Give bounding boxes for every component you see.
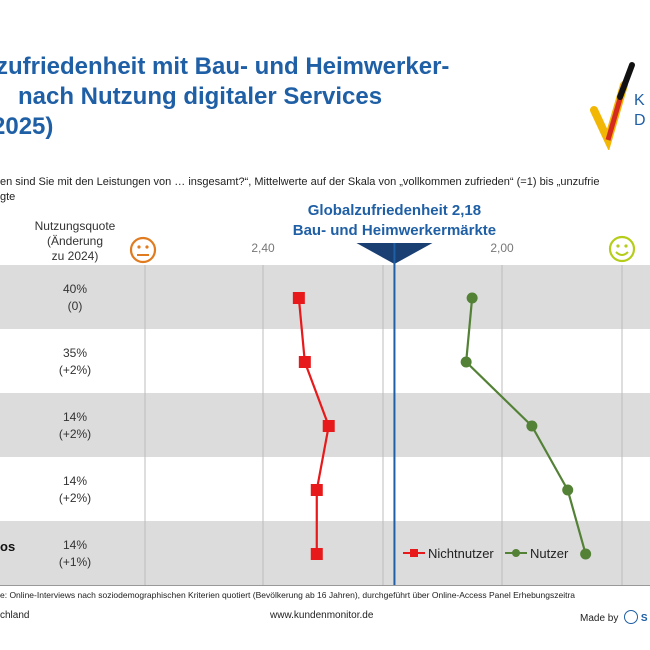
kundenmonitor-logo: K D [590, 55, 650, 152]
row-quota: 14% [63, 538, 87, 552]
data-point-nutzer [580, 548, 592, 560]
neutral-face-icon [129, 236, 157, 264]
quota-header-line: Nutzungsquote [35, 219, 116, 233]
footer-url: www.kundenmonitor.de [270, 610, 374, 621]
brand-letter: S [640, 613, 648, 624]
data-point-nichtnutzer [292, 292, 305, 304]
data-point-nutzer [562, 484, 574, 496]
logo-letter-k: K [634, 92, 645, 109]
made-by-label: Made by [580, 613, 619, 624]
footer-made-by: Made by S [580, 610, 648, 624]
data-point-nutzer [460, 356, 472, 368]
data-point-nichtnutzer [298, 356, 311, 368]
logo-letter-d: D [634, 112, 646, 129]
question-line-1: en sind Sie mit den Leistungen von … ins… [0, 176, 600, 188]
row-label: os [0, 539, 15, 554]
row-change: (0) [68, 299, 83, 313]
x-tick-label: 2,00 [490, 241, 514, 255]
row-quota: 40% [63, 282, 87, 296]
legend-marker [410, 549, 418, 557]
title-line-3: 2025) [0, 113, 54, 140]
data-point-nutzer [466, 292, 478, 304]
data-point-nutzer [526, 420, 538, 432]
legend-marker [512, 549, 520, 557]
question-line-2: gte [0, 191, 16, 203]
x-tick-label: 2,40 [251, 241, 275, 255]
data-point-nichtnutzer [310, 548, 323, 560]
title-line-2: nach Nutzung digitaler Services [18, 83, 383, 110]
title-line-1: zufriedenheit mit Bau- und Heimwerker- [0, 53, 450, 80]
footer-left: chland [0, 610, 30, 621]
row-band [0, 521, 650, 585]
happy-face-icon [608, 235, 636, 263]
row-change: (+2%) [59, 427, 91, 441]
global-label-line-1: Globalzufriedenheit 2,18 [308, 202, 481, 219]
row-band [0, 265, 650, 329]
data-point-nichtnutzer [310, 484, 323, 496]
row-change: (+1%) [59, 555, 91, 569]
row-change: (+2%) [59, 363, 91, 377]
footer-method: e: Online-Interviews nach soziodemograph… [0, 590, 576, 600]
legend-label: Nichtnutzer [428, 546, 494, 561]
row-quota: 14% [63, 474, 87, 488]
logo-check-icon: K D [590, 62, 646, 152]
data-point-nichtnutzer [322, 420, 335, 432]
brand-circle-icon [624, 610, 639, 624]
legend-label: Nutzer [530, 546, 569, 561]
quota-header-line: (Änderung [47, 234, 103, 248]
row-quota: 35% [63, 346, 87, 360]
quota-header-line: zu 2024) [52, 249, 99, 263]
question-text: en sind Sie mit den Leistungen von … ins… [0, 175, 650, 205]
row-quota: 14% [63, 410, 87, 424]
global-label-line-2: Bau- und Heimwerkermärkte [293, 222, 496, 239]
row-change: (+2%) [59, 491, 91, 505]
